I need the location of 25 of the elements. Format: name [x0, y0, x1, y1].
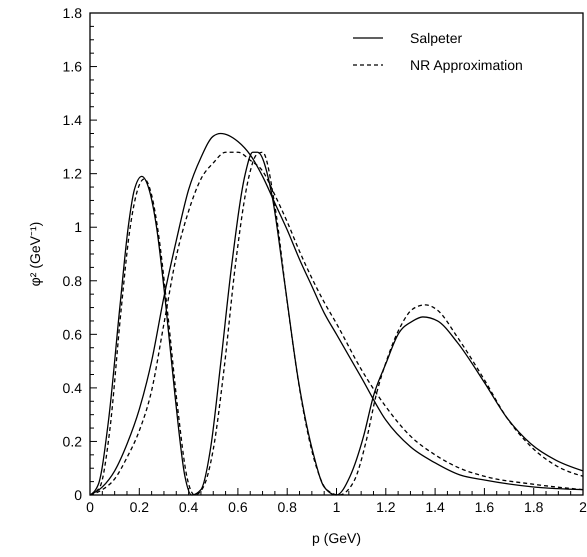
y-tick-label: 0.4: [62, 380, 82, 396]
x-tick-label: 0.6: [228, 499, 248, 515]
y-tick-label: 0.8: [62, 272, 82, 289]
x-axis-title: p (GeV): [312, 530, 362, 546]
y-tick-label: 0: [74, 487, 82, 503]
y-tick-label: 1.2: [62, 166, 82, 182]
x-tick-label: 1.6: [474, 499, 494, 515]
y-tick-label: 1.4: [62, 112, 82, 128]
y-tick-label: 1: [74, 219, 82, 236]
x-tick-label: 0: [86, 499, 94, 515]
x-tick-label: 1.2: [376, 499, 396, 515]
x-tick-label: 1.4: [425, 499, 446, 515]
y-axis-title: φ² (GeV⁻¹): [27, 222, 43, 286]
legend-label: Salpeter: [410, 30, 462, 46]
x-tick-label: 0.8: [277, 499, 298, 515]
x-tick-label: 0.2: [130, 499, 150, 515]
legend-label: NR Approximation: [410, 57, 523, 73]
x-tick-label: 1: [332, 499, 341, 515]
y-tick-label: 0.6: [62, 326, 82, 342]
y-tick-label: 0.2: [62, 433, 82, 450]
x-tick-label: 1.8: [524, 499, 544, 515]
x-tick-label: 0.4: [178, 499, 199, 515]
y-tick-label: 1.6: [62, 58, 82, 75]
y-tick-label: 1.8: [62, 5, 82, 21]
x-tick-label: 2: [579, 499, 587, 515]
